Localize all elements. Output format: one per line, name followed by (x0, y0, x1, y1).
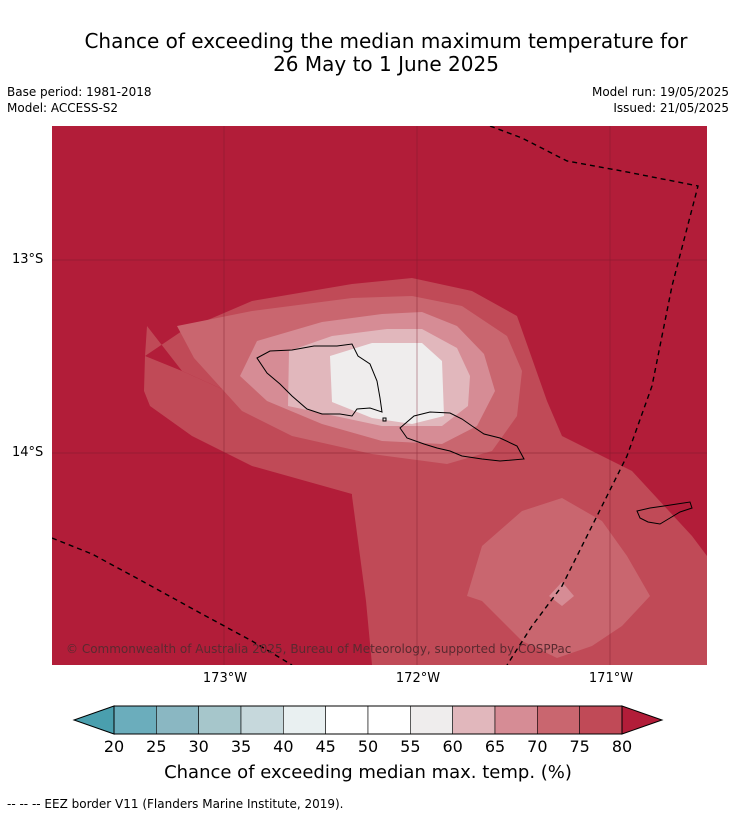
colorbar-tick-65: 65 (484, 737, 506, 756)
colorbar-extend-above (621, 705, 664, 735)
contour-75-fix (144, 356, 352, 494)
colorbar-segment-30 (198, 705, 242, 735)
base-period: Base period: 1981-2018 (7, 85, 152, 99)
colorbar-tick-55: 55 (400, 737, 421, 756)
colorbar-segment-40 (283, 705, 326, 735)
lon-label-171w: 171°W (588, 671, 634, 686)
title-line-1: Chance of exceeding the median maximum t… (84, 29, 688, 53)
colorbar-tick-60: 60 (442, 737, 463, 756)
colorbar-tick-70: 70 (527, 737, 548, 756)
colorbar-tick-50: 50 (357, 737, 379, 756)
tutuila-island (636, 501, 693, 525)
colorbar-segment-55 (410, 705, 453, 735)
upolu-island (399, 411, 525, 462)
small-islet (382, 417, 387, 422)
colorbar-segment-50 (367, 705, 411, 735)
colorbar-svg (72, 705, 664, 735)
meta-left: Base period: 1981-2018 Model: ACCESS-S2 (7, 84, 152, 116)
colorbar-segment-70 (537, 705, 580, 735)
title-line-2: 26 May to 1 June 2025 (273, 52, 499, 76)
eez-footnote: -- -- -- EEZ border V11 (Flanders Marine… (7, 797, 344, 811)
meta-right: Model run: 19/05/2025 Issued: 21/05/2025 (592, 84, 729, 116)
colorbar-tick-45: 45 (315, 737, 336, 756)
contour-55 (330, 343, 444, 424)
gridlines (52, 126, 707, 665)
colorbar-tick-30: 30 (188, 737, 209, 756)
colorbar-segment-45 (325, 705, 369, 735)
model-name: Model: ACCESS-S2 (7, 101, 119, 115)
colorbar-tick-40: 40 (273, 737, 294, 756)
lat-label-13s: 13°S (12, 252, 44, 267)
model-run: Model run: 19/05/2025 (591, 85, 729, 99)
coastlines (256, 343, 693, 525)
colorbar-outline (113, 705, 623, 735)
colorbar-tick-25: 25 (146, 737, 167, 756)
chart-title: Chance of exceeding the median maximum t… (0, 30, 736, 76)
contour-65-south (549, 582, 574, 606)
eez-borders (52, 126, 699, 665)
lon-label-172w: 172°W (395, 671, 441, 686)
colorbar-segment-35 (240, 705, 284, 735)
contour-70-south (467, 498, 650, 658)
colorbar-tick-35: 35 (230, 737, 252, 756)
lat-label-14s: 14°S (12, 445, 44, 460)
map-area (52, 126, 707, 665)
colorbar-segments (72, 705, 664, 735)
savaii-island (256, 343, 383, 417)
colorbar-segment-20 (113, 705, 157, 735)
colorbar-extend-below (72, 705, 115, 735)
copyright-notice: © Commonwealth of Australia 2025, Bureau… (66, 642, 572, 656)
colorbar-tick-75: 75 (569, 737, 590, 756)
colorbar-segment-65 (494, 705, 538, 735)
colorbar-segment-75 (579, 705, 623, 735)
eez-border-east (489, 126, 699, 665)
colorbar-tick-80: 80 (611, 737, 633, 756)
colorbar-label: Chance of exceeding median max. temp. (%… (164, 762, 572, 783)
colorbar-tick-20: 20 (103, 737, 125, 756)
colorbar-segment-25 (156, 705, 199, 735)
map-svg (52, 126, 707, 665)
colorbar-segment-60 (452, 705, 496, 735)
colorbar (70, 702, 670, 742)
issued-date: Issued: 21/05/2025 (613, 101, 729, 115)
lon-label-173w: 173°W (202, 671, 248, 686)
